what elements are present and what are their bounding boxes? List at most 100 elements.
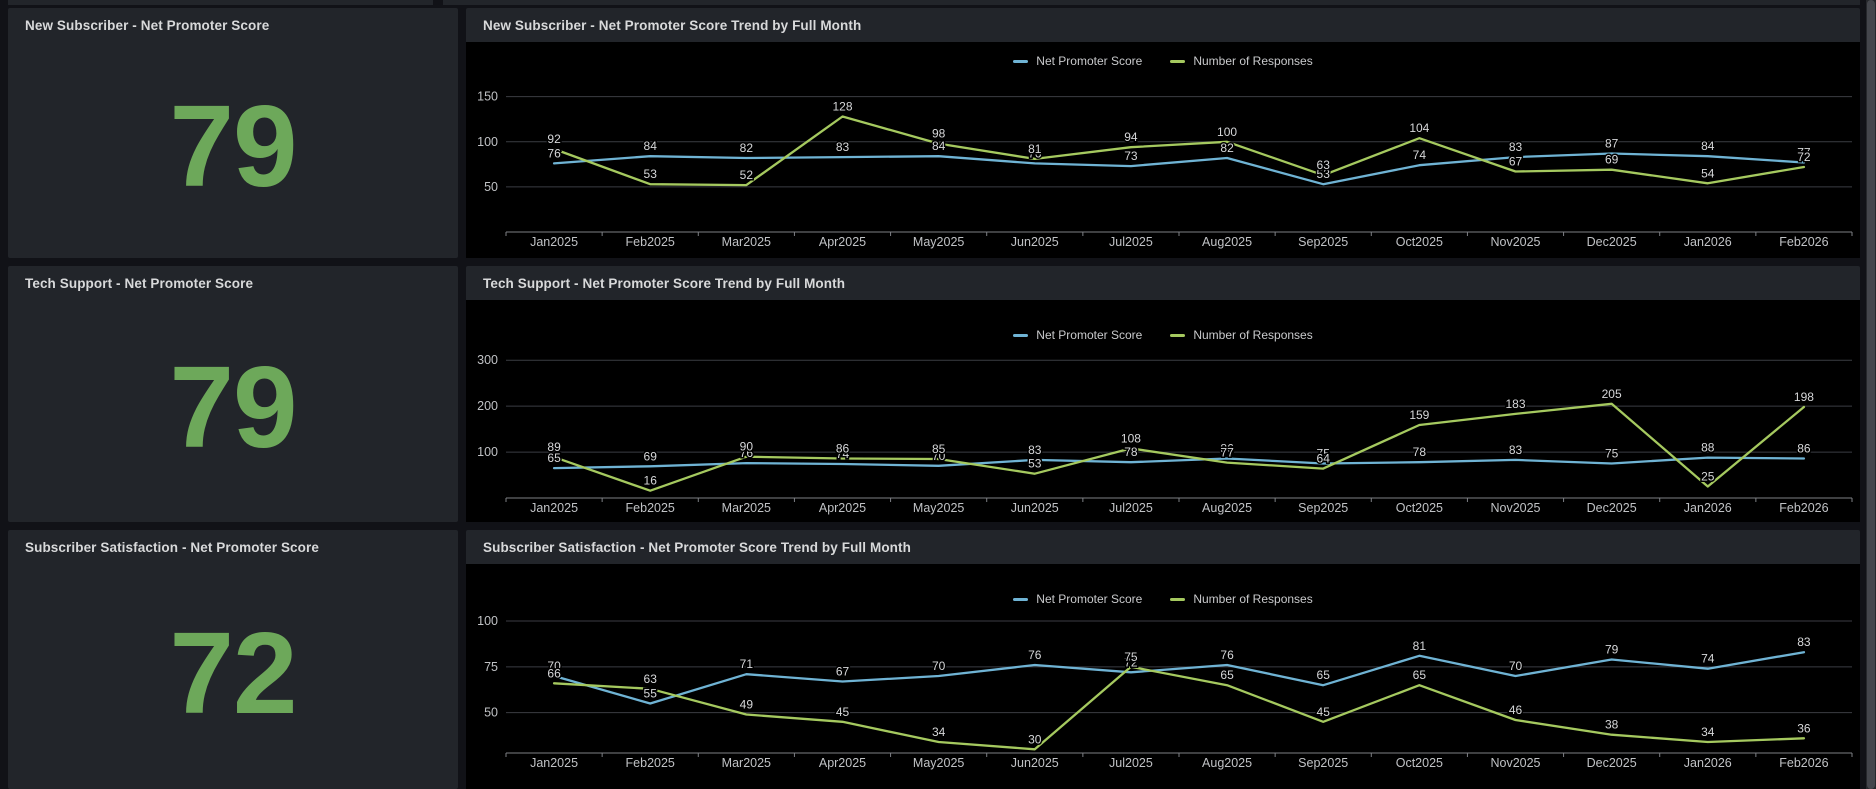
data-label: 36 — [1797, 721, 1811, 735]
x-axis-label: Oct2025 — [1396, 756, 1443, 770]
panel-title[interactable]: New Subscriber - Net Promoter Score — [25, 18, 270, 33]
legend-item-net-promoter-score[interactable]: Net Promoter Score — [1013, 592, 1142, 606]
data-label: 73 — [1124, 149, 1138, 163]
x-axis-label: Apr2025 — [819, 235, 866, 249]
scrollbar[interactable] — [1866, 0, 1876, 789]
stat-value: 79 — [169, 81, 297, 211]
legend-label: Net Promoter Score — [1036, 592, 1143, 606]
y-axis-tick-label: 50 — [484, 706, 498, 720]
trend-chart[interactable]: 50 75 100 Jan2025 Feb2025 Mar2025 Apr2025 May20… — [466, 564, 1860, 789]
series-line-net-promoter-score[interactable] — [552, 456, 1806, 470]
chart-legend: Net Promoter Score Number of Responses — [466, 592, 1860, 606]
data-label: 69 — [1605, 153, 1619, 167]
panel-title[interactable]: Tech Support - Net Promoter Score — [25, 276, 254, 291]
x-axis-label: Aug2025 — [1202, 756, 1252, 770]
y-axis-tick-label: 100 — [477, 135, 498, 149]
data-label: 86 — [1220, 441, 1234, 455]
legend-swatch-icon — [1013, 59, 1029, 63]
data-label: 83 — [1509, 140, 1523, 154]
legend-label: Number of Responses — [1193, 328, 1313, 342]
x-axis-label: Nov2025 — [1490, 756, 1540, 770]
data-label: 74 — [1701, 652, 1715, 666]
data-label: 69 — [644, 449, 658, 463]
x-axis-label: Nov2025 — [1490, 501, 1540, 515]
legend-label: Number of Responses — [1193, 54, 1313, 68]
x-axis-label: Dec2025 — [1587, 235, 1637, 249]
stat-value: 72 — [169, 607, 297, 738]
trend-chart[interactable]: 100 200 300 Jan2025 Feb2025 Mar2025 Apr2025 May… — [466, 300, 1860, 522]
legend-item-net-promoter-score[interactable]: Net Promoter Score — [1013, 54, 1142, 68]
x-axis-label: Apr2025 — [819, 501, 866, 515]
x-axis-label: Jul2025 — [1109, 756, 1153, 770]
data-label: 72 — [1124, 655, 1138, 669]
chart-area[interactable]: Net Promoter Score Number of Responses 50… — [466, 564, 1860, 789]
stat-panel-tech-support: Tech Support - Net Promoter Score 79 — [8, 266, 458, 522]
data-label: 82 — [1220, 141, 1234, 155]
data-label: 65 — [547, 451, 561, 465]
data-label: 78 — [1413, 445, 1427, 459]
x-axis-label: Feb2026 — [1779, 501, 1828, 515]
series-line-number-of-responses[interactable] — [552, 402, 1806, 492]
series-line-net-promoter-score[interactable] — [552, 152, 1806, 186]
data-label: 76 — [547, 146, 561, 160]
data-label: 65 — [1413, 668, 1427, 682]
data-label: 70 — [932, 449, 946, 463]
x-axis-label: May2025 — [913, 756, 964, 770]
x-axis-label: Sep2025 — [1298, 756, 1348, 770]
panel-title[interactable]: Tech Support - Net Promoter Score Trend … — [483, 276, 846, 291]
legend-item-number-of-responses[interactable]: Number of Responses — [1170, 328, 1313, 342]
panel-title[interactable]: New Subscriber - Net Promoter Score Tren… — [483, 18, 862, 33]
chart-legend: Net Promoter Score Number of Responses — [466, 328, 1860, 342]
stat-panel-subscriber-satisfaction: Subscriber Satisfaction - Net Promoter S… — [8, 530, 458, 789]
data-label: 34 — [1701, 725, 1715, 739]
chart-area[interactable]: Net Promoter Score Number of Responses 50… — [466, 42, 1860, 258]
y-axis-tick-label: 300 — [477, 353, 498, 367]
data-label: 74 — [1413, 148, 1427, 162]
scrollbar-thumb[interactable] — [1867, 0, 1875, 789]
data-label: 84 — [1701, 139, 1715, 153]
series-line-number-of-responses[interactable] — [552, 115, 1806, 187]
series-line-net-promoter-score[interactable] — [552, 651, 1806, 705]
legend-item-net-promoter-score[interactable]: Net Promoter Score — [1013, 328, 1142, 342]
data-label: 53 — [1317, 167, 1331, 181]
data-label: 70 — [932, 659, 946, 673]
data-label: 72 — [1797, 150, 1811, 164]
x-axis-label: Jul2025 — [1109, 235, 1153, 249]
panel-above-edge-right — [443, 0, 1860, 5]
data-label: 65 — [1220, 668, 1234, 682]
series-line-number-of-responses[interactable] — [552, 665, 1806, 751]
data-label: 53 — [644, 167, 658, 181]
data-label: 30 — [1028, 732, 1042, 746]
data-label: 63 — [644, 672, 658, 686]
data-label: 77 — [1797, 146, 1811, 160]
data-label: 45 — [1317, 705, 1331, 719]
x-axis-label: Feb2026 — [1779, 756, 1828, 770]
panel-title[interactable]: Subscriber Satisfaction - Net Promoter S… — [25, 540, 319, 555]
data-label: 84 — [644, 139, 658, 153]
trend-chart[interactable]: 50 100 150 Jan2025 Feb2025 Mar2025 Apr2025 May2… — [466, 42, 1860, 258]
legend-item-number-of-responses[interactable]: Number of Responses — [1170, 54, 1313, 68]
chart-area[interactable]: Net Promoter Score Number of Responses 10… — [466, 300, 1860, 522]
chart-panel-new-subscriber-trend: New Subscriber - Net Promoter Score Tren… — [466, 8, 1860, 258]
x-axis-label: Sep2025 — [1298, 501, 1348, 515]
data-label: 86 — [836, 441, 850, 455]
panel-title[interactable]: Subscriber Satisfaction - Net Promoter S… — [483, 540, 911, 555]
data-label: 100 — [1217, 125, 1237, 139]
x-axis-label: Jan2025 — [530, 501, 578, 515]
x-axis-label: Jun2025 — [1011, 756, 1059, 770]
data-label: 76 — [1220, 648, 1234, 662]
data-label: 75 — [1317, 447, 1331, 461]
data-label: 104 — [1409, 121, 1429, 135]
data-label: 53 — [1028, 457, 1042, 471]
x-axis-label: Jun2025 — [1011, 235, 1059, 249]
x-axis-label: Mar2025 — [722, 756, 771, 770]
x-axis-label: Jan2026 — [1684, 756, 1732, 770]
legend-item-number-of-responses[interactable]: Number of Responses — [1170, 592, 1313, 606]
data-label: 77 — [1220, 446, 1234, 460]
data-label: 46 — [1509, 703, 1523, 717]
data-label: 76 — [1028, 146, 1042, 160]
data-label: 78 — [1124, 445, 1138, 459]
data-label: 63 — [1317, 158, 1331, 172]
data-label: 159 — [1409, 408, 1429, 422]
data-label: 74 — [836, 447, 850, 461]
